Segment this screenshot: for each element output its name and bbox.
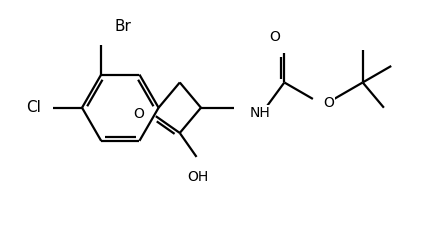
- Text: Cl: Cl: [26, 100, 41, 115]
- Text: O: O: [269, 30, 280, 44]
- Text: NH: NH: [250, 106, 270, 120]
- Text: Br: Br: [114, 19, 131, 34]
- Text: O: O: [133, 106, 144, 121]
- Text: OH: OH: [187, 170, 208, 184]
- Text: O: O: [324, 96, 334, 110]
